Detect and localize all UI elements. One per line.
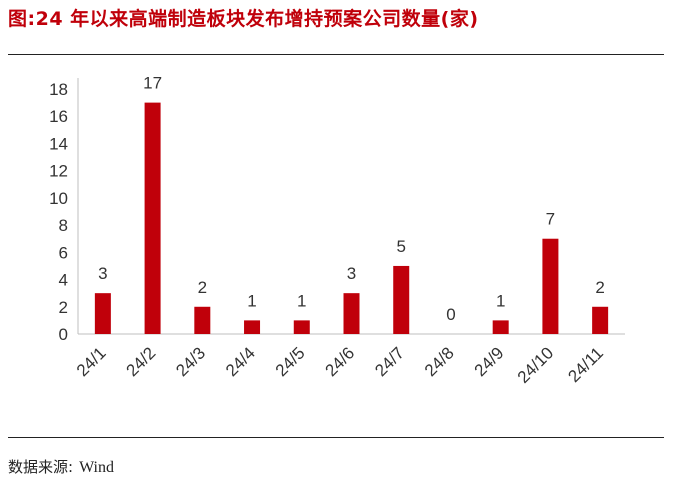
data-label: 3 xyxy=(98,264,107,283)
bars xyxy=(94,102,609,334)
data-label: 1 xyxy=(496,291,505,310)
source-label: 数据来源: xyxy=(8,458,74,476)
y-tick-label: 16 xyxy=(49,107,68,126)
bar xyxy=(293,320,310,334)
y-tick-label: 4 xyxy=(59,271,68,290)
bar xyxy=(144,102,161,334)
category-label: 24/9 xyxy=(471,343,508,380)
bar xyxy=(343,293,360,334)
category-label: 24/3 xyxy=(172,343,209,380)
y-tick-labels: 0 2 4 6 8 10 12 14 16 18 xyxy=(49,80,68,344)
data-label: 2 xyxy=(595,278,604,297)
y-tick-label: 6 xyxy=(59,243,68,262)
category-label: 24/6 xyxy=(321,343,358,380)
source-value: Wind xyxy=(79,459,114,476)
data-label: 3 xyxy=(347,264,356,283)
category-labels: 24/1 24/2 24/3 24/4 24/5 24/6 24/7 24/8 24/9 24/1… xyxy=(73,343,607,387)
bar xyxy=(542,238,559,334)
bar xyxy=(94,293,111,334)
y-tick-label: 2 xyxy=(59,298,68,317)
source-note: 数据来源: Wind xyxy=(8,456,114,477)
category-label: 24/11 xyxy=(564,343,607,386)
bar xyxy=(393,265,410,334)
bar xyxy=(244,320,261,334)
y-tick-label: 14 xyxy=(49,134,68,153)
bottom-divider xyxy=(8,437,664,438)
bar xyxy=(194,306,211,334)
data-label: 0 xyxy=(446,305,455,324)
y-tick-label: 12 xyxy=(49,162,68,181)
y-tick-label: 8 xyxy=(59,216,68,235)
figure-title: 图:24 年以来高端制造板块发布增持预案公司数量(家) xyxy=(8,8,479,30)
category-label: 24/4 xyxy=(222,343,259,380)
top-divider xyxy=(8,54,664,55)
bar xyxy=(492,320,509,334)
data-label: 5 xyxy=(396,237,405,256)
category-label: 24/5 xyxy=(272,343,309,380)
category-label: 24/10 xyxy=(514,343,558,387)
data-label: 1 xyxy=(247,291,256,310)
data-label: 17 xyxy=(143,74,162,93)
category-label: 24/8 xyxy=(421,343,458,380)
bar xyxy=(592,306,609,334)
category-label: 24/1 xyxy=(73,343,110,380)
category-label: 24/7 xyxy=(371,343,408,380)
data-label: 7 xyxy=(546,210,555,229)
y-tick-label: 18 xyxy=(49,80,68,99)
y-tick-label: 0 xyxy=(59,325,68,344)
data-label: 1 xyxy=(297,291,306,310)
y-tick-label: 10 xyxy=(49,189,68,208)
category-label: 24/2 xyxy=(123,343,160,380)
data-label: 2 xyxy=(198,278,207,297)
